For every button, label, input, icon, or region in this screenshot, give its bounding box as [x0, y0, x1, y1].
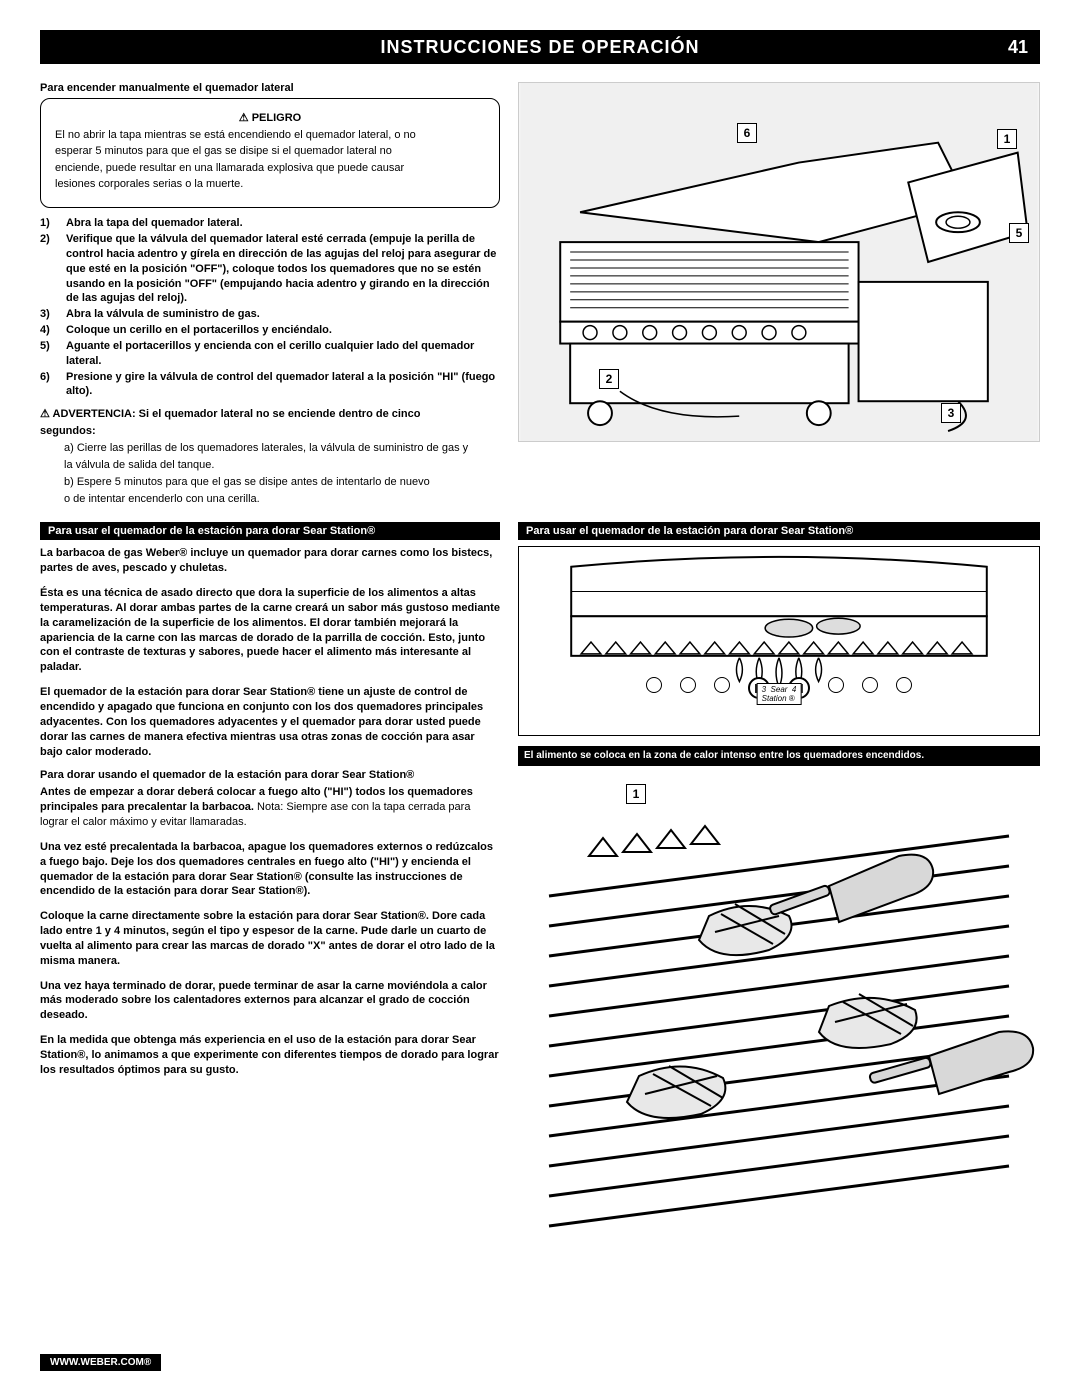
sear-caption: El alimento se coloca en la zona de calo… — [518, 746, 1040, 766]
danger-line: lesiones corporales serias o la muerte. — [55, 177, 485, 191]
step-text: Abra la válvula de suministro de gas. — [66, 307, 260, 322]
sear-station-label: 3 Sear 4 Station ® — [757, 683, 802, 705]
post-warning-line: b) Espere 5 minutos para que el gas se d… — [40, 475, 500, 490]
sear-left-bar: Para usar el quemador de la estación par… — [40, 522, 500, 540]
step-text: Coloque un cerillo en el portacerillos y… — [66, 323, 332, 338]
knob-icon — [896, 677, 912, 693]
post-warning-line: segundos: — [40, 424, 500, 439]
sear-para: La barbacoa de gas Weber® incluye un que… — [40, 546, 500, 576]
sear-right-bar: Para usar el quemador de la estación par… — [518, 522, 1040, 540]
step-text: Presione y gire la válvula de control de… — [66, 370, 500, 400]
page-title: INSTRUCCIONES DE OPERACIÓN — [380, 37, 699, 58]
page-number: 41 — [1008, 37, 1028, 58]
step-item: Presione y gire la válvula de control de… — [40, 370, 500, 400]
callout-3: 3 — [941, 403, 961, 423]
post-warning-block: ⚠ ADVERTENCIA: Si el quemador lateral no… — [40, 407, 500, 506]
step-item: Abra la tapa del quemador lateral. — [40, 216, 500, 231]
danger-line: El no abrir la tapa mientras se está enc… — [55, 128, 485, 142]
post-warning-line: ⚠ ADVERTENCIA: Si el quemador lateral no… — [40, 407, 500, 422]
top-section: Para encender manualmente el quemador la… — [40, 82, 1040, 508]
knob-icon — [646, 677, 662, 693]
page-footer: WWW.WEBER.COM® — [40, 1354, 161, 1371]
post-warning-line: la válvula de salida del tanque. — [40, 458, 500, 473]
step-text: Abra la tapa del quemador lateral. — [66, 216, 243, 231]
top-left-col: Para encender manualmente el quemador la… — [40, 82, 500, 508]
knob-icon — [828, 677, 844, 693]
sear-left-col: Para usar el quemador de la estación par… — [40, 522, 500, 1246]
sear-top-diagram: H H 3 Sear 4 Station ® — [518, 546, 1040, 736]
step-item: Aguante el portacerillos y encienda con … — [40, 339, 500, 369]
sear-para2: En la medida que obtenga más experiencia… — [40, 1033, 500, 1078]
knob-icon — [862, 677, 878, 693]
sear-bottom-svg — [518, 776, 1040, 1246]
sear-para2: Antes de empezar a dorar deberá colocar … — [40, 785, 500, 830]
top-right-col: 6 1 5 2 3 — [518, 82, 1040, 508]
step-item: Coloque un cerillo en el portacerillos y… — [40, 323, 500, 338]
post-warning-line: a) Cierre las perillas de los quemadores… — [40, 441, 500, 456]
sear-label-bot: Station ® — [762, 694, 795, 703]
sear-bottom-illustration: 1 — [518, 776, 1040, 1246]
callout-6: 6 — [737, 123, 757, 143]
step-text: Aguante el portacerillos y encienda con … — [66, 339, 500, 369]
sear-para2: Una vez haya terminado de dorar, puede t… — [40, 979, 500, 1024]
sear-right-col: Para usar el quemador de la estación par… — [518, 522, 1040, 1246]
sear-label-top: Sear — [771, 685, 788, 694]
knob-icon — [714, 677, 730, 693]
callout-bottom-1: 1 — [626, 784, 646, 804]
callout-1: 1 — [997, 129, 1017, 149]
top-heading: Para encender manualmente el quemador la… — [40, 82, 500, 94]
callout-2: 2 — [599, 369, 619, 389]
step-item: Verifique que la válvula del quemador la… — [40, 232, 500, 306]
step-item: Abra la válvula de suministro de gas. — [40, 307, 500, 322]
step-text: Verifique que la válvula del quemador la… — [66, 232, 500, 306]
danger-line: enciende, puede resultar en una llamarad… — [55, 161, 485, 175]
sear-diagram-svg — [519, 547, 1039, 735]
sear-para: El quemador de la estación para dorar Se… — [40, 685, 500, 759]
sear-para2: Coloque la carne directamente sobre la e… — [40, 909, 500, 968]
danger-line: esperar 5 minutos para que el gas se dis… — [55, 144, 485, 158]
sear-num-right: 4 — [792, 685, 796, 694]
sear-num-left: 3 — [762, 685, 766, 694]
sear-para: Ésta es una técnica de asado directo que… — [40, 586, 500, 675]
danger-title: ⚠ PELIGRO — [55, 111, 485, 124]
grill-illustration: 6 1 5 2 3 — [518, 82, 1040, 442]
danger-box: ⚠ PELIGRO El no abrir la tapa mientras s… — [40, 98, 500, 208]
post-warning-line: o de intentar encenderlo con una cerilla… — [40, 492, 500, 507]
ignition-steps: Abra la tapa del quemador lateral. Verif… — [40, 216, 500, 399]
sear-para2: Una vez esté precalentada la barbacoa, a… — [40, 840, 500, 899]
callout-5: 5 — [1009, 223, 1029, 243]
page-header: INSTRUCCIONES DE OPERACIÓN 41 — [40, 30, 1040, 64]
knob-icon — [680, 677, 696, 693]
sear-section: Para usar el quemador de la estación par… — [40, 522, 1040, 1246]
grill-svg — [519, 83, 1039, 441]
sear-subhead: Para dorar usando el quemador de la esta… — [40, 769, 500, 781]
